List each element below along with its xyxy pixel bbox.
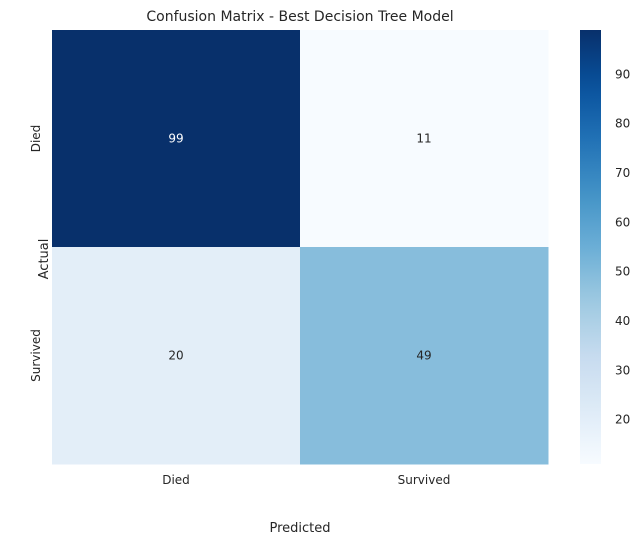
colorbar-tick-label: 40 <box>615 314 630 328</box>
cell-value-label: 99 <box>168 132 183 146</box>
colorbar-tick-label: 60 <box>615 215 630 229</box>
heatmap-cell-labels: 99 11 20 49 <box>168 132 431 363</box>
heatmap-cells <box>52 30 549 465</box>
x-axis-label: Predicted <box>269 521 330 536</box>
cell-value-label: 49 <box>416 349 431 363</box>
y-tick-label: Survived <box>29 329 43 382</box>
colorbar-tick-label: 70 <box>615 166 630 180</box>
colorbar-tick-label: 90 <box>615 67 630 81</box>
heatmap-cell-0-0 <box>52 30 301 248</box>
heatmap-cell-1-0 <box>52 247 301 465</box>
y-tick-label: Died <box>29 125 43 153</box>
x-tick-label: Survived <box>398 473 451 487</box>
heatmap-cell-1-1 <box>300 247 549 465</box>
colorbar: 20 30 40 50 60 70 80 90 <box>580 30 630 464</box>
x-tick-label: Died <box>162 473 190 487</box>
colorbar-tick-label: 30 <box>615 363 630 377</box>
colorbar-tick-label: 80 <box>615 117 630 131</box>
y-axis-label: Actual <box>37 239 52 280</box>
cell-value-label: 11 <box>416 132 431 146</box>
chart-title: Confusion Matrix - Best Decision Tree Mo… <box>146 9 453 25</box>
cell-value-label: 20 <box>168 349 183 363</box>
colorbar-gradient <box>580 30 601 464</box>
colorbar-tick-label: 20 <box>615 413 630 427</box>
y-tick-labels: Died Survived <box>29 125 43 382</box>
colorbar-tick-label: 50 <box>615 265 630 279</box>
x-tick-labels: Died Survived <box>162 473 450 487</box>
heatmap-cell-0-1 <box>300 30 549 248</box>
